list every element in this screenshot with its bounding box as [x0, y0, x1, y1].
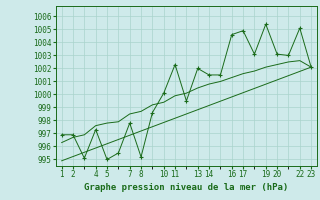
X-axis label: Graphe pression niveau de la mer (hPa): Graphe pression niveau de la mer (hPa) [84, 183, 289, 192]
